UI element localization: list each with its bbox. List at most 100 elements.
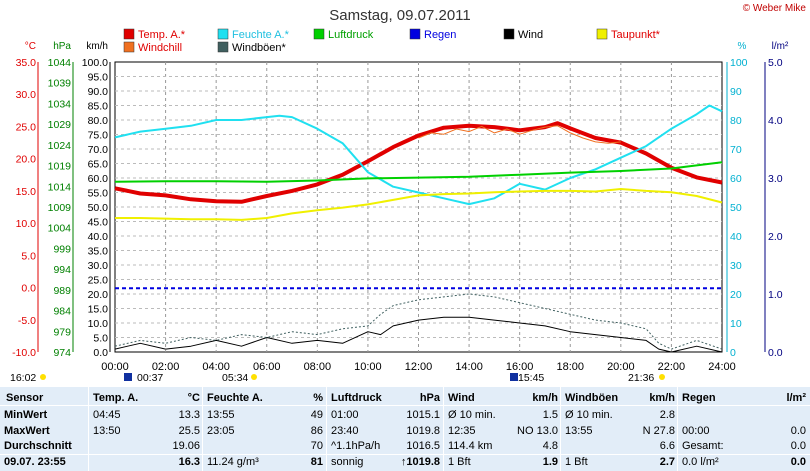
time-annotation: 05:34 [222,372,248,384]
axis-tick-kmh: 0.0 [93,347,108,359]
legend-swatch [123,28,135,40]
legend-swatch [217,41,229,53]
axis-tick-kmh: 80.0 [88,115,109,127]
axis-tick-percent: 20 [730,289,742,301]
axis-tick-celsius: 0.0 [21,283,36,295]
table-cell: 04:45 [93,409,121,421]
axis-tick-percent: 100 [730,57,748,69]
table-cell-value: 1019.8 [406,425,440,437]
axis-tick-percent: 80 [730,115,742,127]
axis-tick-hpa: 1009 [48,202,72,214]
axis-tick-kmh: 90.0 [88,86,109,98]
axis-tick-celsius: 25.0 [16,121,37,133]
axis-tick-lm2: 0.0 [768,347,783,359]
weather-chart: Samstag, 09.07.2011 °C 35.0 30.0 25.0 20.0 15… [10,7,789,384]
legend-swatch [217,28,229,40]
table-cell-value: 4.8 [542,440,558,452]
moon-icon [124,373,132,381]
axis-tick-lm2: 2.0 [768,231,783,243]
moon-icon [510,373,518,381]
table-header: Temp. A. [93,392,139,404]
table-divider [443,387,444,471]
table-cell-value: 0.0 [790,425,806,437]
axis-tick-lm2: 3.0 [768,173,783,185]
table-cell: 11.24 g/m³ [207,456,259,468]
table-header-unit: km/h [532,392,558,404]
table-divider [0,405,810,406]
table-cell: ^1.1hPa/h [331,440,381,452]
axis-tick-hpa: 1024 [48,140,72,152]
table-row-label: MinWert [4,409,48,421]
table-cell: 01:00 [331,409,359,421]
sun-icon [659,374,665,380]
table-cell-value: 25.5 [178,425,200,437]
table-row-label: 09.07. 23:55 [4,456,66,468]
table-cell: sonnig [331,456,364,468]
table-cell: Gesamt: [682,440,724,452]
legend-label: Temp. A.* [138,29,186,41]
axis-tick-hpa: 1029 [48,119,72,131]
axis-tick-hpa: 1004 [48,223,72,235]
axis-tick-percent: 30 [730,260,742,272]
axis-tick-celsius: 15.0 [16,186,37,198]
x-tick-label: 24:00 [708,361,736,373]
table-cell-value: 1.5 [542,409,558,421]
axis-tick-celsius: 5.0 [21,250,36,262]
legend-label: Regen [424,29,456,41]
axis-tick-kmh: 65.0 [88,159,109,171]
table-cell: 13:55 [207,409,235,421]
axis-tick-kmh: 45.0 [88,217,109,229]
legend-label: Taupunkt* [611,29,661,41]
sun-icon [40,374,46,380]
axis-tick-hpa: 1014 [48,181,72,193]
axis-tick-percent: 70 [730,144,742,156]
axis-tick-kmh: 20.0 [88,289,109,301]
axis-tick-lm2: 4.0 [768,115,783,127]
table-cell-value: 19.06 [172,440,200,452]
axis-tick-percent: 10 [730,318,742,330]
legend-swatch [596,28,608,40]
x-tick-label: 22:00 [658,361,686,373]
axis-tick-kmh: 10.0 [88,318,109,330]
axis-tick-kmh: 100.0 [82,57,108,69]
axis-tick-percent: 40 [730,231,742,243]
axis-title-kmh: km/h [86,41,108,52]
x-tick-label: 04:00 [202,361,230,373]
chart-grid [114,61,723,353]
axis-tick-kmh: 15.0 [88,304,109,316]
x-tick-label: 20:00 [607,361,635,373]
series-feuchte-a [114,104,723,206]
table-cell: 1 Bft [448,456,471,468]
axis-tick-hpa: 979 [53,326,71,338]
series-taupunkt [115,188,723,221]
table-header-unit: hPa [419,392,440,404]
table-header-unit: l/m² [786,392,806,404]
axis-tick-kmh: 5.0 [93,333,108,345]
table-cell-value: 6.6 [659,440,675,452]
chart-series [114,104,723,353]
table-row-label: MaxWert [4,425,50,437]
table-cell: 114.4 km [448,440,493,452]
table-cell: 23:05 [207,425,235,437]
axis-tick-kmh: 50.0 [88,202,109,214]
axis-tick-kmh: 25.0 [88,275,109,287]
axis-tick-kmh: 95.0 [88,72,109,84]
table-cell: 12:35 [448,425,476,437]
table-cell-value: 1.9 [542,456,558,468]
table-cell-value: 1016.5 [406,440,440,452]
table-divider [88,387,89,471]
legend-label: Luftdruck [328,29,374,41]
axis-tick-kmh: 70.0 [88,144,109,156]
axis-tick-hpa: 1019 [48,161,72,173]
axis-tick-celsius: 30.0 [16,89,37,101]
table-header: Sensor [6,392,44,404]
table-cell: Ø 10 min. [448,409,496,421]
legend-swatch [123,41,135,53]
table-cell: 23:40 [331,425,359,437]
table-header-unit: °C [187,392,200,404]
axis-tick-percent: 50 [730,202,742,214]
chart-legend: Temp. A.* Feuchte A.* Luftdruck Regen Wind Ta… [123,28,661,54]
table-header: Feuchte A. [207,392,263,404]
table-cell-value: 13.3 [178,409,200,421]
table-cell-value: 49 [310,409,323,421]
